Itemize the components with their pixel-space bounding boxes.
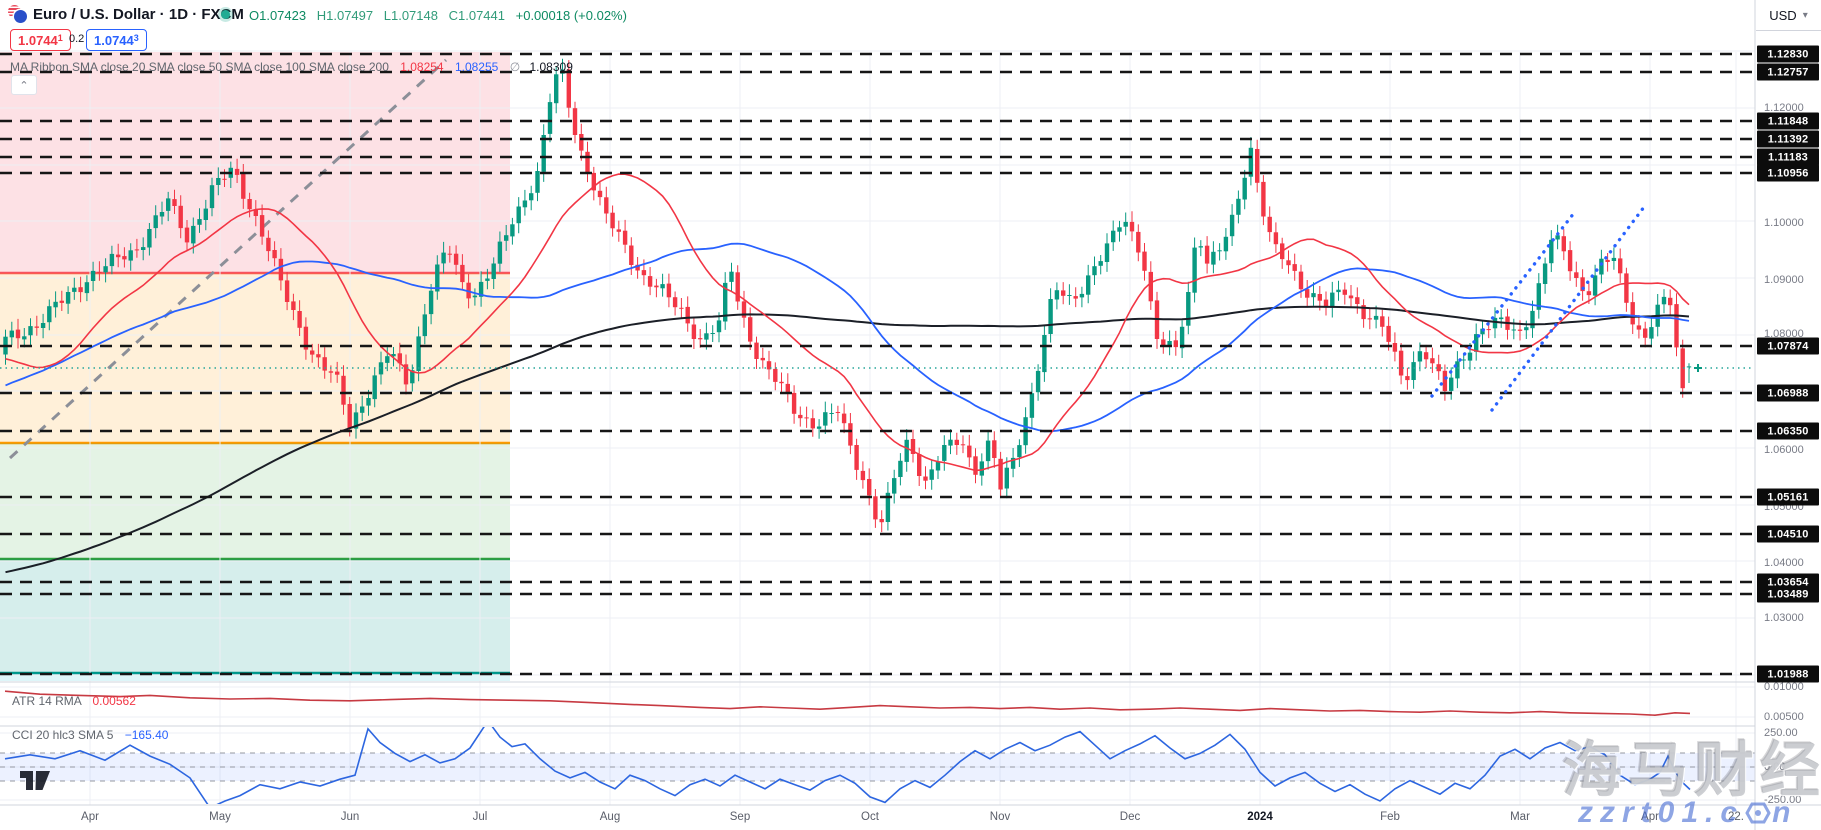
sell-price-sup: 1: [57, 32, 63, 43]
price-tick: 1.04000: [1764, 557, 1804, 569]
candlesticks: [3, 69, 1692, 523]
buy-price-sup: 3: [133, 32, 139, 43]
buy-button[interactable]: 1.0744 3: [86, 29, 147, 51]
price-tick: 1.03000: [1764, 612, 1804, 624]
tradingview-logo-icon[interactable]: [20, 771, 54, 791]
chevron-up-icon: ⌃: [19, 79, 29, 92]
ohlc-row: O1.07423 H1.07497 L1.07148 C1.07441 +0.0…: [249, 8, 627, 23]
sell-price: 1.0744: [18, 32, 58, 48]
ma-sma50-value: 1.08255: [454, 60, 499, 74]
time-label: 2024: [1247, 811, 1273, 823]
price-tick: -250.00: [1764, 794, 1802, 806]
key-level-lines: [0, 52, 1755, 676]
cci-value: −165.40: [124, 728, 169, 742]
price-level-badge: 1.10956: [1757, 164, 1819, 182]
time-label: May: [209, 811, 231, 823]
price-tick: 1.09000: [1764, 274, 1804, 286]
ma-ribbon-title: MA Ribbon SMA close 20 SMA close 50 SMA …: [10, 60, 389, 74]
cci-title: CCI 20 hlc3 SMA 5: [12, 728, 114, 742]
time-label: Aug: [599, 811, 621, 823]
price-level-badge: 1.12830: [1757, 45, 1819, 63]
buy-price: 1.0744: [94, 32, 134, 48]
ohlc-high: H1.07497: [316, 8, 374, 23]
time-label: Mar: [1510, 811, 1530, 823]
ohlc-close: C1.07441: [448, 8, 505, 23]
last-price-marker: [1694, 364, 1702, 372]
ohlc-low: L1.07148: [383, 8, 438, 23]
time-label: Feb: [1380, 811, 1400, 823]
time-label: Apr: [81, 811, 99, 823]
time-axis[interactable]: Apr May Jun Jul Aug Sep Oct Nov Dec 2024 Feb Mar Apr…: [0, 805, 1821, 830]
price-level-badge: 1.07874: [1757, 337, 1819, 355]
symbol-logo-icon: [8, 5, 30, 25]
time-label: 22.: [1728, 811, 1744, 823]
atr-title: ATR 14 RMA: [12, 694, 82, 708]
time-label: Nov: [989, 811, 1011, 823]
support-resistance-bands: [0, 52, 510, 681]
atr-value: 0.00562: [92, 694, 136, 708]
ma-sma100-value: ∅: [509, 60, 521, 74]
time-label: Jun: [340, 811, 360, 823]
time-label: Sep: [729, 811, 751, 823]
price-tick: 1.12000: [1764, 102, 1804, 114]
time-label: Dec: [1119, 811, 1141, 823]
price-level-badge: 1.06350: [1757, 422, 1819, 440]
price-level-badge: 1.11392: [1757, 130, 1819, 148]
currency-label: USD: [1769, 7, 1797, 23]
trend-channel-blue[interactable]: [1430, 205, 1646, 412]
gridlines: [0, 50, 1755, 805]
price-tick: 1.10000: [1764, 217, 1804, 229]
chevron-down-icon: ▾: [1802, 9, 1808, 21]
collapse-pane-button[interactable]: ⌃: [11, 75, 37, 95]
price-level-badge: 1.05161: [1757, 488, 1819, 506]
watermark-brand: zzrt01.c n: [1578, 796, 1797, 830]
eu-flag-icon: [14, 10, 27, 23]
price-level-badge: 1.01988: [1757, 665, 1819, 683]
market-open-dot-icon: [221, 10, 230, 19]
price-level-badge: 1.12757: [1757, 63, 1819, 81]
ohlc-open: O1.07423: [249, 8, 307, 23]
sell-button[interactable]: 1.0744 1: [10, 29, 71, 51]
price-level-badge: 1.11183: [1757, 148, 1819, 166]
time-label: Oct: [861, 811, 879, 823]
price-tick: 1.08000: [1764, 328, 1804, 340]
price-tick: 0.00: [1764, 761, 1786, 773]
price-axis[interactable]: USD ▾ 1.12000 1.10000 1.09000 1.08000 1.0600…: [1756, 0, 1821, 830]
price-tick: 250.00: [1764, 727, 1798, 739]
price-tick: 1.06000: [1764, 444, 1804, 456]
watermark-brand-right: n: [1772, 796, 1798, 829]
ohlc-change: +0.00018 (+0.02%): [515, 8, 627, 23]
price-level-badge: 1.03489: [1757, 585, 1819, 603]
trendline-gray[interactable]: [8, 58, 448, 460]
moving-averages: [5, 173, 1690, 574]
watermark-brand-left: zzrt01.c: [1578, 796, 1745, 829]
atr-line: [4, 690, 1691, 717]
atr-legend[interactable]: ATR 14 RMA 0.00562: [12, 694, 136, 708]
symbol-title[interactable]: Euro / U.S. Dollar · 1D · FXCM: [33, 6, 244, 23]
ma-ribbon-legend[interactable]: MA Ribbon SMA close 20 SMA close 50 SMA …: [10, 60, 573, 74]
cci-legend[interactable]: CCI 20 hlc3 SMA 5 −165.40: [12, 728, 168, 742]
price-tick: 0.01000: [1764, 681, 1804, 693]
price-level-badge: 1.06988: [1757, 384, 1819, 402]
hexagon-icon: [1745, 802, 1771, 824]
watermark-cjk: 海马财经: [1562, 737, 1821, 804]
cci-line: [4, 727, 1691, 804]
price-tick: 0.00500: [1764, 711, 1804, 723]
time-label: Jul: [472, 811, 488, 823]
price-axis-currency-selector[interactable]: USD ▾: [1756, 0, 1821, 31]
ma-sma20-value: 1.08254: [400, 60, 444, 74]
time-label: Apr: [1641, 811, 1659, 823]
price-level-badge: 1.04510: [1757, 525, 1819, 543]
spread-value: 0.2: [69, 33, 85, 45]
price-level-badge: 1.11848: [1757, 112, 1819, 130]
ma-sma200-value: 1.08309: [529, 60, 573, 74]
